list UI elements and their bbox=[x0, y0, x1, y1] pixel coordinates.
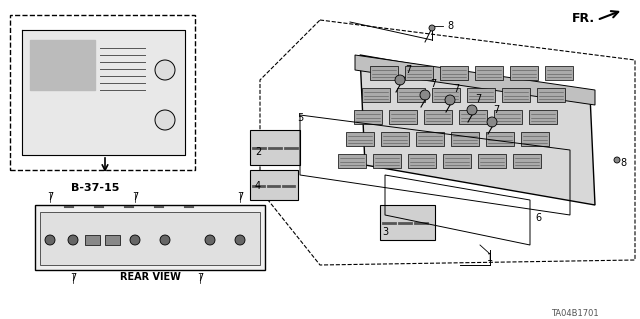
Text: 7: 7 bbox=[493, 105, 499, 115]
Bar bbox=[537, 88, 565, 102]
Bar bbox=[440, 66, 468, 80]
Polygon shape bbox=[22, 30, 185, 155]
Text: 7: 7 bbox=[430, 79, 436, 89]
Text: 2: 2 bbox=[255, 147, 261, 157]
Bar bbox=[354, 110, 382, 124]
Circle shape bbox=[155, 110, 175, 130]
Text: 7: 7 bbox=[47, 192, 53, 202]
Bar bbox=[389, 110, 417, 124]
Text: 8: 8 bbox=[620, 158, 626, 168]
FancyBboxPatch shape bbox=[380, 205, 435, 240]
Circle shape bbox=[45, 235, 55, 245]
Bar bbox=[362, 88, 390, 102]
Bar bbox=[459, 110, 487, 124]
Bar bbox=[40, 212, 260, 265]
Circle shape bbox=[467, 105, 477, 115]
Bar bbox=[373, 154, 401, 168]
Text: 6: 6 bbox=[535, 213, 541, 223]
Polygon shape bbox=[355, 55, 595, 105]
Circle shape bbox=[420, 90, 430, 100]
Bar bbox=[10, 15, 195, 170]
Bar bbox=[35, 205, 265, 270]
Bar bbox=[467, 88, 495, 102]
Bar bbox=[478, 154, 506, 168]
Bar bbox=[105, 235, 120, 245]
Text: 3: 3 bbox=[382, 227, 388, 237]
Bar bbox=[545, 66, 573, 80]
Text: 7: 7 bbox=[453, 84, 459, 94]
Bar bbox=[85, 235, 100, 245]
Text: 4: 4 bbox=[255, 181, 261, 191]
Text: 7: 7 bbox=[405, 65, 411, 75]
Circle shape bbox=[155, 60, 175, 80]
Bar bbox=[346, 132, 374, 146]
Bar bbox=[443, 154, 471, 168]
Circle shape bbox=[68, 235, 78, 245]
Circle shape bbox=[395, 75, 405, 85]
Text: 7: 7 bbox=[237, 192, 243, 202]
Circle shape bbox=[445, 95, 455, 105]
FancyBboxPatch shape bbox=[250, 170, 298, 200]
Text: FR.: FR. bbox=[572, 11, 595, 25]
Bar bbox=[486, 132, 514, 146]
Text: 7: 7 bbox=[475, 94, 481, 104]
Polygon shape bbox=[360, 55, 595, 205]
Bar bbox=[529, 110, 557, 124]
Bar bbox=[405, 66, 433, 80]
Text: 7: 7 bbox=[132, 192, 138, 202]
Circle shape bbox=[429, 25, 435, 31]
Bar bbox=[502, 88, 530, 102]
Bar bbox=[521, 132, 549, 146]
Bar bbox=[494, 110, 522, 124]
Bar bbox=[338, 154, 366, 168]
Bar bbox=[370, 66, 398, 80]
Bar bbox=[381, 132, 409, 146]
Text: REAR VIEW: REAR VIEW bbox=[120, 272, 180, 282]
Bar bbox=[451, 132, 479, 146]
Text: 7: 7 bbox=[70, 273, 76, 283]
Bar bbox=[397, 88, 425, 102]
Bar bbox=[475, 66, 503, 80]
Circle shape bbox=[487, 117, 497, 127]
Text: B-37-15: B-37-15 bbox=[71, 183, 119, 193]
Circle shape bbox=[160, 235, 170, 245]
Bar bbox=[432, 88, 460, 102]
FancyBboxPatch shape bbox=[250, 130, 300, 165]
Text: 1: 1 bbox=[487, 253, 493, 263]
Bar bbox=[424, 110, 452, 124]
Circle shape bbox=[130, 235, 140, 245]
Bar bbox=[510, 66, 538, 80]
Bar bbox=[513, 154, 541, 168]
Text: 8: 8 bbox=[447, 21, 453, 31]
Text: 7: 7 bbox=[197, 273, 203, 283]
Bar bbox=[30, 40, 95, 90]
Text: TA04B1701: TA04B1701 bbox=[551, 308, 599, 317]
Bar bbox=[408, 154, 436, 168]
Bar bbox=[416, 132, 444, 146]
Circle shape bbox=[614, 157, 620, 163]
Circle shape bbox=[235, 235, 245, 245]
Text: 5: 5 bbox=[297, 113, 303, 123]
Circle shape bbox=[205, 235, 215, 245]
